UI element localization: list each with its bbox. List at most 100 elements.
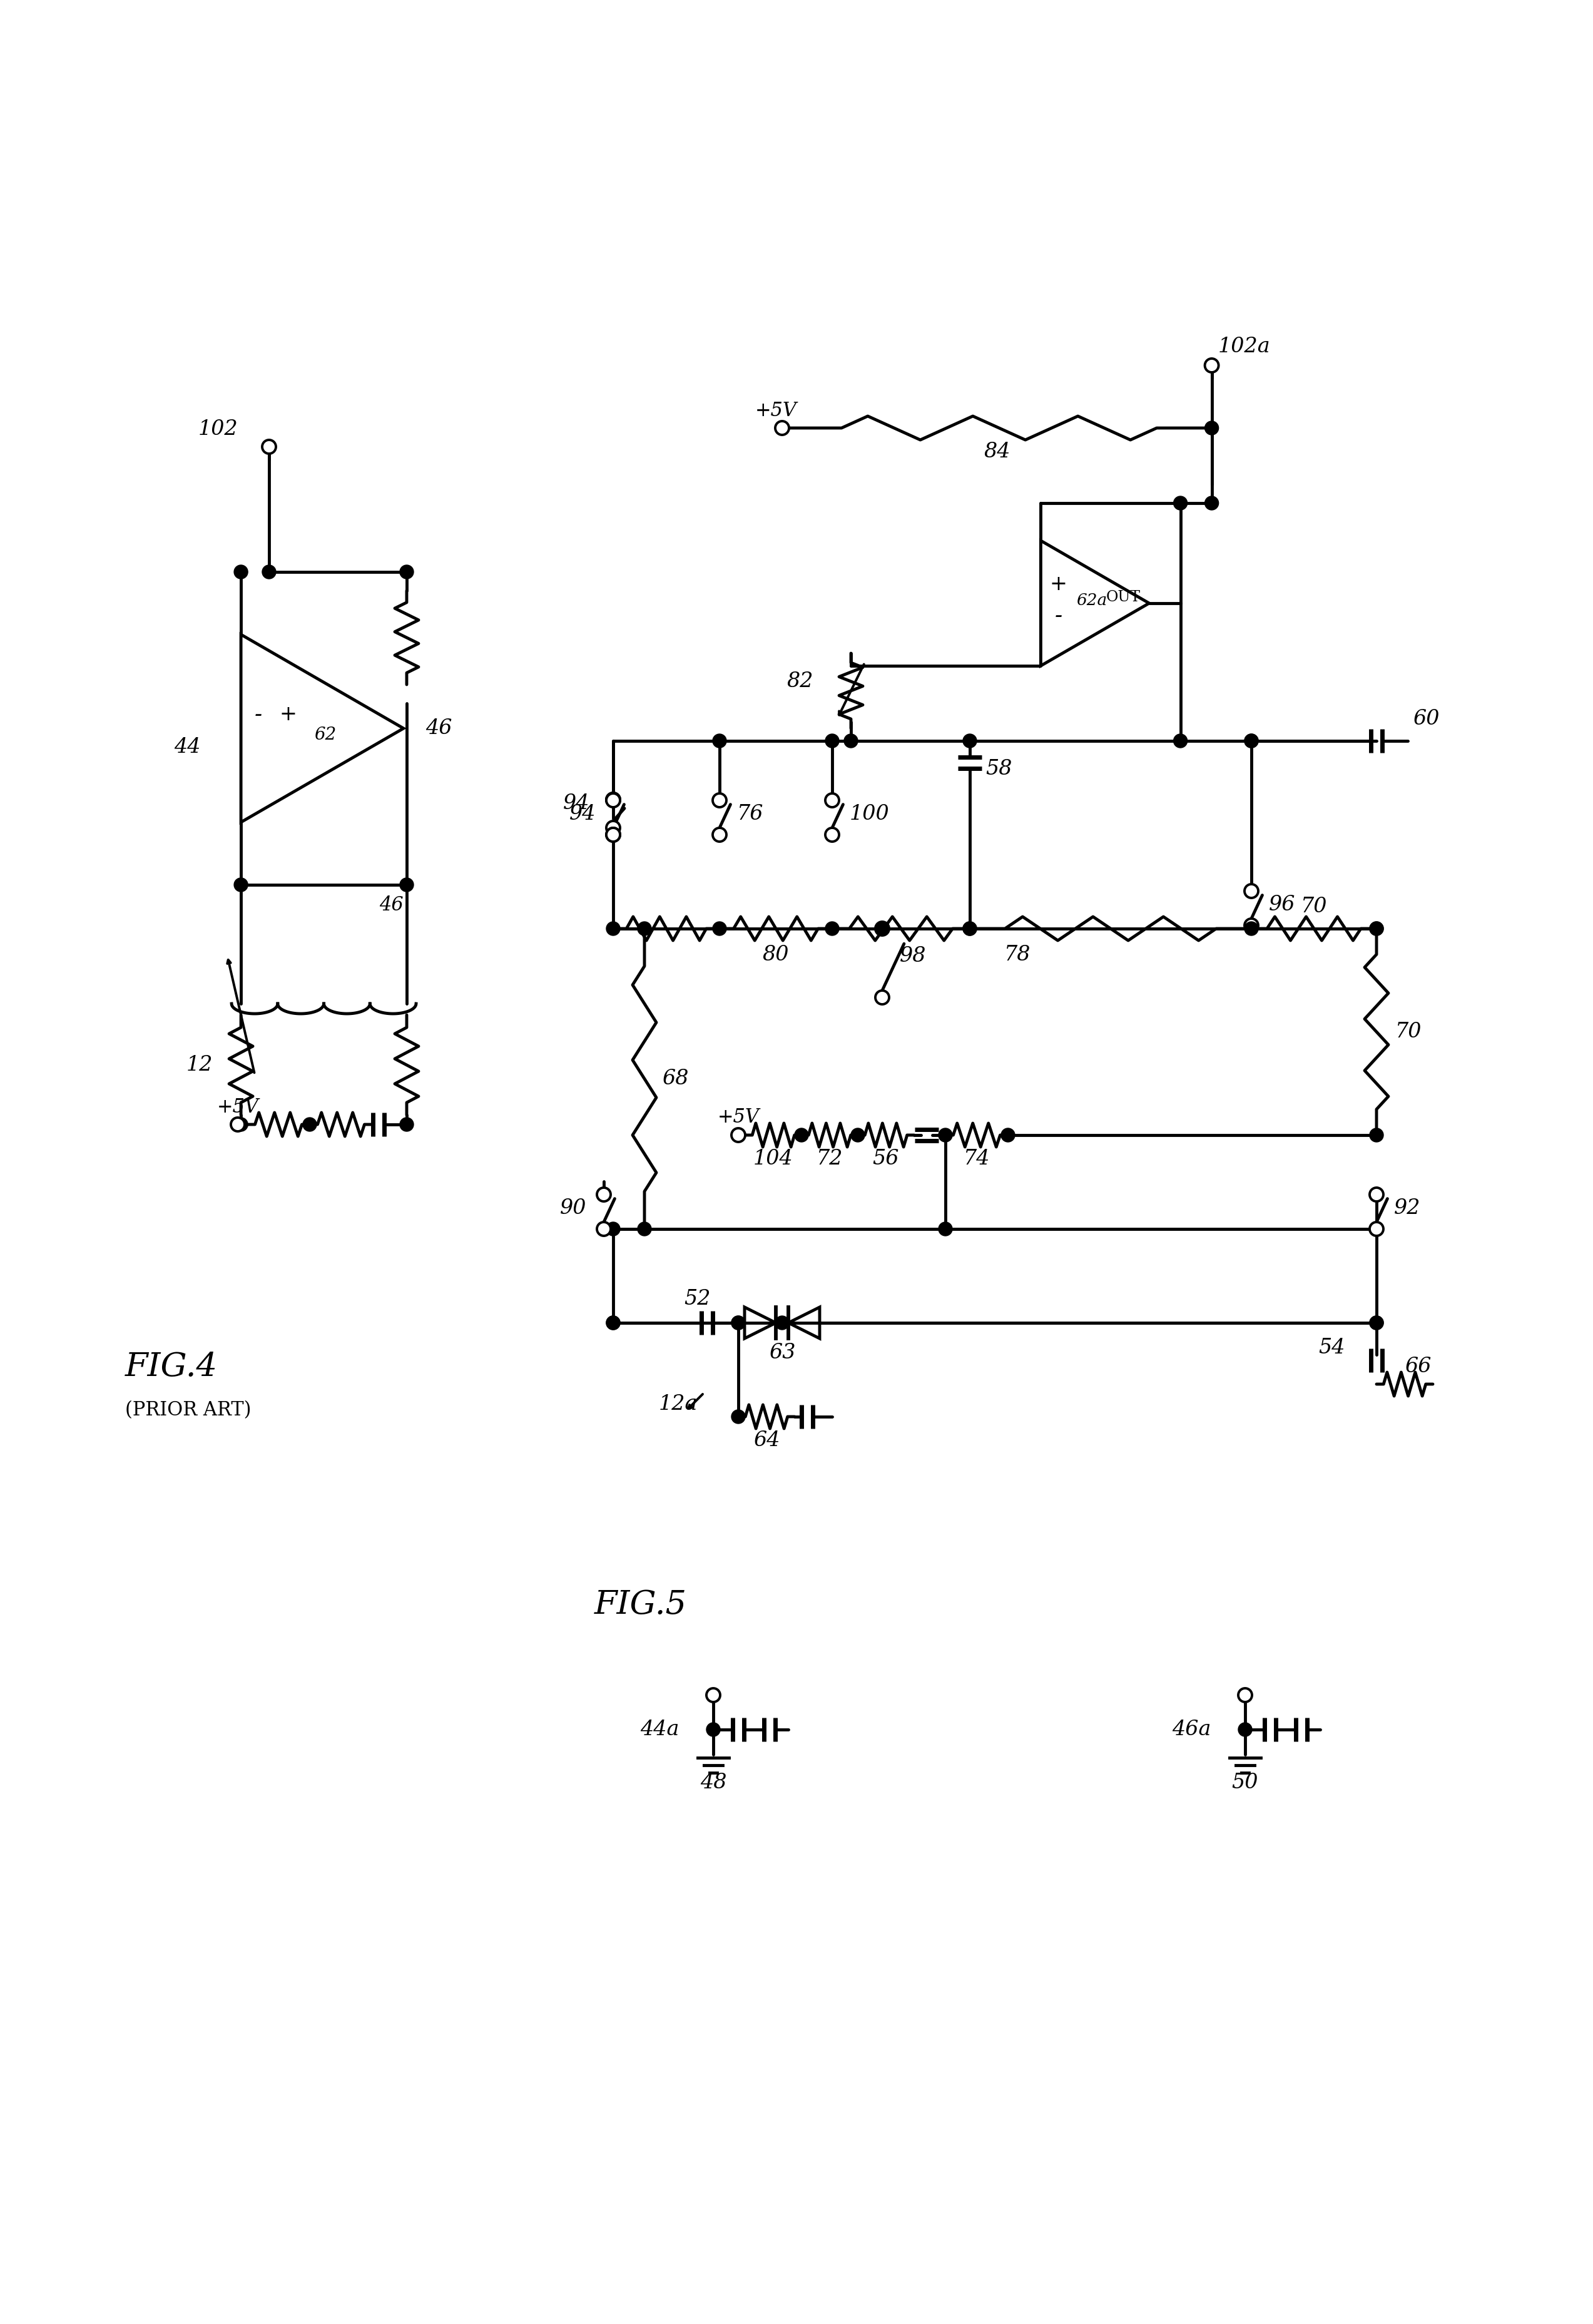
Text: 54: 54	[1319, 1339, 1344, 1357]
Circle shape	[263, 439, 276, 453]
Text: 12: 12	[186, 1055, 213, 1076]
Circle shape	[400, 878, 414, 892]
Circle shape	[1370, 1127, 1383, 1141]
Circle shape	[400, 565, 414, 579]
Circle shape	[795, 1127, 808, 1141]
Circle shape	[1204, 421, 1219, 435]
Circle shape	[1244, 734, 1258, 748]
Text: 50: 50	[1231, 1773, 1258, 1792]
Text: 68: 68	[663, 1069, 688, 1088]
Text: 102: 102	[198, 418, 237, 439]
Circle shape	[1174, 497, 1187, 509]
Circle shape	[938, 1222, 953, 1236]
Text: 92: 92	[1394, 1199, 1421, 1218]
Text: 78: 78	[1005, 946, 1031, 964]
Circle shape	[825, 734, 840, 748]
Circle shape	[637, 1222, 652, 1236]
Text: +5V: +5V	[217, 1097, 258, 1116]
Circle shape	[1244, 918, 1258, 932]
Text: 63: 63	[769, 1343, 795, 1362]
Circle shape	[1370, 1188, 1383, 1202]
Text: 104: 104	[753, 1148, 793, 1169]
Circle shape	[607, 923, 620, 937]
Text: 102a: 102a	[1219, 337, 1270, 356]
Text: FIG.4: FIG.4	[126, 1350, 218, 1383]
Circle shape	[851, 1127, 865, 1141]
Text: 82: 82	[787, 672, 814, 693]
Text: 64: 64	[753, 1432, 779, 1450]
Circle shape	[234, 1118, 249, 1132]
Circle shape	[303, 1118, 317, 1132]
Text: 76: 76	[738, 804, 763, 825]
Text: 66: 66	[1405, 1357, 1431, 1376]
Circle shape	[825, 923, 840, 937]
Circle shape	[234, 565, 249, 579]
Circle shape	[1244, 883, 1258, 897]
Circle shape	[844, 734, 857, 748]
Circle shape	[234, 878, 249, 892]
Text: 72: 72	[816, 1148, 843, 1169]
Circle shape	[731, 1411, 746, 1425]
Text: 60: 60	[1413, 709, 1440, 730]
Text: 70: 70	[1300, 897, 1327, 916]
Circle shape	[1204, 358, 1219, 372]
Text: 62: 62	[314, 725, 336, 744]
Circle shape	[607, 1315, 620, 1329]
Circle shape	[731, 1315, 746, 1329]
Circle shape	[962, 923, 977, 937]
Circle shape	[607, 1315, 620, 1329]
Circle shape	[607, 1222, 620, 1236]
Text: 94: 94	[562, 792, 589, 813]
Text: 46a: 46a	[1172, 1720, 1211, 1741]
Text: 46: 46	[379, 895, 403, 916]
Text: (PRIOR ART): (PRIOR ART)	[126, 1401, 252, 1420]
Circle shape	[1370, 1222, 1383, 1236]
Text: 96: 96	[1270, 895, 1295, 916]
Text: 48: 48	[699, 1773, 726, 1792]
Circle shape	[263, 565, 276, 579]
Circle shape	[607, 827, 620, 841]
Text: -: -	[1055, 604, 1063, 627]
Circle shape	[1370, 923, 1383, 937]
Circle shape	[731, 1315, 746, 1329]
Circle shape	[1174, 734, 1187, 748]
Circle shape	[825, 792, 840, 806]
Text: 58: 58	[986, 760, 1012, 779]
Text: FIG.5: FIG.5	[594, 1587, 687, 1620]
Text: +5V: +5V	[717, 1109, 760, 1127]
Text: 56: 56	[873, 1148, 900, 1169]
Circle shape	[776, 421, 789, 435]
Circle shape	[1370, 1315, 1383, 1329]
Circle shape	[607, 792, 620, 806]
Text: OUT: OUT	[1106, 590, 1141, 604]
Circle shape	[1204, 497, 1219, 509]
Text: +5V: +5V	[755, 400, 796, 421]
Circle shape	[607, 792, 620, 806]
Circle shape	[597, 1222, 610, 1236]
Text: +: +	[279, 704, 296, 725]
Text: 100: 100	[849, 804, 889, 825]
Circle shape	[1238, 1687, 1252, 1701]
Text: 84: 84	[983, 442, 1010, 462]
Text: 62a: 62a	[1077, 593, 1107, 609]
Circle shape	[1370, 1315, 1383, 1329]
Text: 12a: 12a	[658, 1394, 698, 1415]
Circle shape	[1000, 1127, 1015, 1141]
Circle shape	[712, 923, 726, 937]
Circle shape	[400, 1118, 414, 1132]
Circle shape	[597, 1188, 610, 1202]
Text: 94: 94	[569, 804, 596, 825]
Circle shape	[607, 792, 620, 806]
Circle shape	[1370, 1222, 1383, 1236]
Text: -: -	[255, 704, 263, 725]
Circle shape	[607, 827, 620, 841]
Circle shape	[1370, 923, 1383, 937]
Text: 74: 74	[964, 1148, 989, 1169]
Text: 70: 70	[1395, 1023, 1423, 1041]
Circle shape	[1244, 734, 1258, 748]
Circle shape	[231, 1118, 245, 1132]
Text: 80: 80	[763, 946, 789, 964]
Circle shape	[731, 1127, 746, 1141]
Text: 46: 46	[425, 718, 452, 739]
Text: +: +	[1050, 574, 1067, 595]
